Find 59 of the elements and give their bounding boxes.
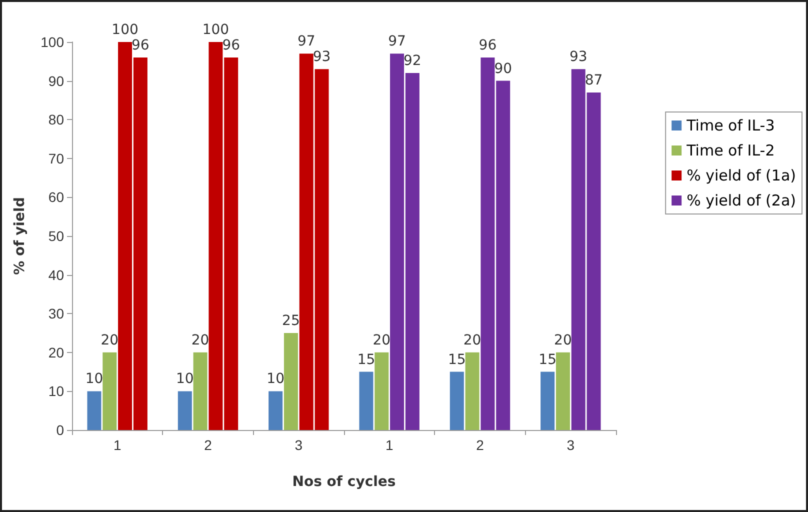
data-label: 10	[176, 371, 194, 388]
legend-label: % yield of (1a)	[686, 166, 796, 184]
x-tick-label: 1	[385, 437, 394, 453]
y-tick-label: 100	[40, 34, 64, 50]
data-label: 20	[463, 332, 482, 348]
data-label: 96	[132, 38, 150, 54]
y-axis-title: % of yield	[12, 197, 28, 275]
bar	[268, 391, 283, 430]
data-label: 20	[554, 332, 572, 348]
data-label: 96	[478, 38, 497, 54]
y-tick-label: 40	[48, 266, 64, 283]
data-label: 15	[357, 352, 376, 368]
data-label: 15	[538, 352, 556, 368]
data-label: 93	[569, 49, 588, 66]
data-label: 97	[388, 34, 406, 50]
bar	[450, 372, 464, 430]
y-tick-label: 30	[48, 306, 64, 322]
y-tick-label: 0	[56, 422, 64, 438]
data-label: 93	[312, 49, 331, 66]
data-label: 97	[297, 34, 316, 50]
data-label: 25	[282, 313, 300, 329]
y-tick-label: 80	[48, 112, 64, 128]
x-tick-label: 3	[566, 437, 575, 453]
data-label: 87	[584, 72, 603, 88]
y-tick-label: 70	[48, 150, 64, 166]
data-label: 15	[448, 352, 466, 368]
bar	[102, 352, 117, 430]
x-tick-label: 1	[113, 437, 122, 453]
bar	[540, 372, 555, 430]
bar	[87, 391, 102, 430]
bar	[465, 352, 480, 430]
x-axis-title: Nos of cycles	[292, 474, 396, 490]
data-label: 10	[85, 371, 104, 388]
y-tick-label: 50	[48, 228, 64, 244]
data-label: 96	[222, 38, 240, 54]
data-label: 20	[100, 332, 119, 348]
y-tick-label: 90	[48, 72, 64, 89]
data-label: 10	[266, 371, 284, 388]
x-tick-label: 2	[476, 437, 484, 453]
data-label: 92	[404, 53, 422, 70]
bar	[556, 352, 570, 430]
y-tick-label: 10	[48, 383, 64, 400]
bar	[284, 333, 298, 430]
data-label: 20	[372, 332, 391, 348]
y-tick-label: 60	[48, 189, 64, 206]
legend-label: % yield of (2a)	[686, 192, 796, 210]
data-label: 100	[112, 22, 138, 38]
legend-label: Time of IL-3	[686, 116, 775, 134]
bar	[178, 391, 192, 430]
legend-label: Time of IL-2	[686, 142, 775, 160]
data-label: 20	[191, 332, 210, 348]
x-tick-label: 3	[294, 437, 303, 453]
x-tick-label: 2	[204, 437, 212, 453]
bar	[193, 352, 208, 430]
bar	[374, 352, 389, 430]
y-tick-label: 20	[48, 344, 64, 360]
data-label: 100	[202, 22, 230, 38]
bar	[359, 372, 374, 430]
data-label: 90	[494, 60, 512, 77]
